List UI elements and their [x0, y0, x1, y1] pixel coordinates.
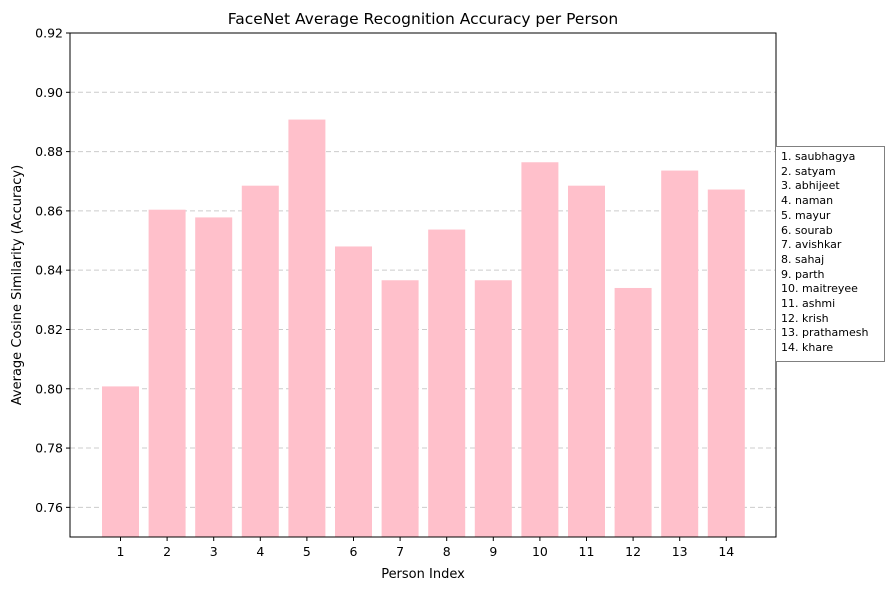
bar — [241, 185, 279, 537]
legend-entry: 13. prathamesh — [781, 326, 869, 340]
bar — [707, 189, 745, 537]
x-tick-label: 10 — [532, 544, 548, 559]
chart-title: FaceNet Average Recognition Accuracy per… — [228, 10, 618, 28]
y-tick-label: 0.84 — [35, 263, 63, 278]
x-tick-label: 2 — [163, 544, 171, 559]
y-tick-label: 0.80 — [35, 381, 63, 396]
y-tick-label: 0.82 — [35, 322, 63, 337]
legend-entry: 4. naman — [781, 194, 834, 208]
x-tick-label: 7 — [396, 544, 404, 559]
x-tick-label: 9 — [489, 544, 497, 559]
bar — [568, 185, 605, 537]
bar — [335, 246, 372, 538]
bar — [474, 280, 512, 537]
legend-entry: 14. khare — [781, 341, 834, 355]
x-tick-label: 6 — [350, 544, 358, 559]
bar — [428, 229, 466, 537]
bar — [521, 162, 559, 537]
y-axis-label: Average Cosine Similarity (Accuracy) — [10, 165, 25, 405]
x-tick-label: 8 — [443, 544, 451, 559]
legend: 1. saubhagya 2. satyam 3. abhijeet 4. naman… — [775, 146, 885, 362]
legend-entry: 7. avishkar — [781, 238, 842, 252]
legend-entry: 1. saubhagya — [781, 150, 856, 163]
x-tick-label: 5 — [303, 544, 311, 559]
x-tick-label: 13 — [672, 544, 688, 559]
y-tick-label: 0.86 — [35, 203, 63, 218]
legend-entry: 2. satyam — [781, 164, 836, 178]
x-axis-label: Person Index — [381, 567, 465, 582]
bar — [102, 386, 139, 537]
y-tick-label: 0.92 — [35, 26, 63, 41]
bar — [195, 217, 233, 537]
x-tick-label: 11 — [579, 544, 595, 559]
legend-entry: 9. parth — [781, 267, 825, 281]
x-tick-label: 14 — [718, 544, 734, 559]
bar — [614, 287, 652, 537]
y-tick-label: 0.76 — [35, 500, 63, 515]
x-tick-label: 12 — [625, 544, 641, 559]
bar — [288, 119, 326, 538]
y-tick-label: 0.88 — [35, 144, 63, 159]
legend-entry: 6. sourab — [781, 223, 833, 237]
legend-entry: 12. krish — [781, 311, 829, 325]
bar — [381, 280, 419, 537]
y-tick-label: 0.78 — [35, 441, 63, 456]
bars — [102, 119, 745, 538]
legend-entry: 5. mayur — [781, 208, 831, 222]
y-axis-ticks: 0.76 0.78 0.80 0.82 0.84 0.86 0.88 0.90 0.92 — [35, 26, 70, 515]
legend-entry: 3. abhijeet — [781, 179, 840, 193]
x-axis-ticks: 1 2 3 4 5 6 7 8 9 10 11 12 13 14 — [117, 537, 734, 559]
legend-entry: 11. ashmi — [781, 297, 836, 311]
legend-entry: 8. sahaj — [781, 252, 825, 266]
x-tick-label: 4 — [256, 544, 264, 559]
y-tick-label: 0.90 — [35, 85, 63, 100]
bar — [148, 209, 186, 537]
legend-entry: 10. maitreyee — [781, 282, 858, 296]
bar — [661, 170, 699, 537]
x-tick-label: 1 — [117, 544, 125, 559]
x-tick-label: 3 — [210, 544, 218, 559]
